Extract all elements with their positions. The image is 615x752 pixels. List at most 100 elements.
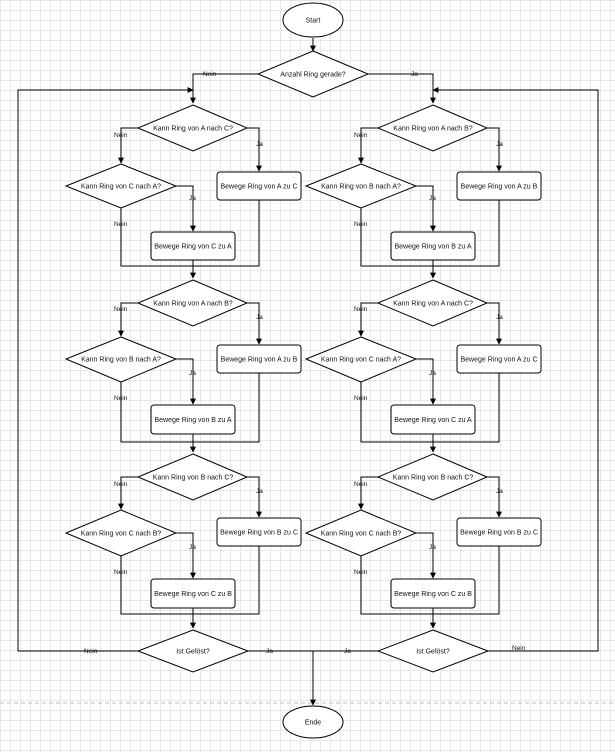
left-b3-decision-label: Kann Ring von B nach C? (153, 475, 234, 482)
label-r2-yes: Ja (496, 314, 503, 321)
edge-l1s-no (120, 208, 193, 267)
edge-r3s-no (360, 556, 433, 615)
edge-r1-no (358, 127, 378, 164)
edge-l3-act (193, 546, 260, 615)
right-b3-action-label: Bewege Ring von B zu C (460, 530, 538, 537)
edge-r1s-yes (416, 185, 436, 232)
right-b1-sub-action (390, 231, 476, 261)
end-node (282, 705, 344, 739)
edge-l1-yes (247, 127, 262, 172)
label-l1s-yes: Ja (189, 195, 196, 202)
label-l2-yes: Ja (256, 314, 263, 321)
label-l1-no: Nein (114, 132, 128, 139)
right-b3-sub-decision (304, 509, 418, 557)
decision-even (256, 50, 370, 98)
right-b3-decision-label: Kann Ring von B nach C? (393, 475, 474, 482)
edge-r2s-yes (416, 358, 436, 405)
label-r1s-no: Nein (354, 221, 368, 228)
edges (17, 38, 599, 706)
right-b3-action (456, 517, 542, 547)
right-b2-decision (376, 279, 489, 327)
left-b2-decision (136, 279, 249, 327)
edge-l1s-yes (176, 185, 196, 232)
right-b3-sub-decision-label: Kann Ring von C nach B? (321, 531, 402, 538)
edge-l2-no (118, 302, 138, 337)
left-b2-sub-decision (64, 336, 178, 383)
label-r3s-yes: Ja (429, 544, 436, 551)
edge-l1-no (118, 127, 138, 164)
left-b1-sub-decision (64, 163, 178, 209)
right-b3-sub-action-label: Bewege Ring von C zu B (394, 591, 472, 598)
right-b2-action (456, 344, 542, 374)
right-b1-action-label: Bewege Ring von A zu B (461, 184, 538, 191)
edge-r1s-no (360, 208, 433, 267)
edge-r1-act (433, 200, 500, 267)
left-b1-sub-decision-label: Kann Ring von C nach A? (81, 184, 161, 191)
label-r2s-no: Nein (354, 395, 368, 402)
left-b2-decision-label: Kann Ring von A nach B? (153, 301, 232, 308)
edge-l3-yes (247, 476, 262, 518)
right-b3-sub-action (390, 578, 476, 609)
edge-even-no (190, 73, 258, 104)
right-b2-sub-decision-label: Kann Ring von C nach A? (321, 357, 401, 364)
label-even-no: Nein (203, 71, 217, 78)
label-r-solved-no: Nein (512, 645, 526, 652)
left-b3-sub-decision (64, 509, 178, 557)
right-b1-decision (376, 104, 489, 152)
edge-labels: Nein Ja Nein Ja Ja Nein Nein Ja Ja Nein … (84, 71, 526, 655)
left-b2-action (216, 344, 302, 374)
left-b1-decision-label: Kann Ring von A nach C? (153, 126, 233, 133)
start-node (282, 2, 344, 38)
left-b1-action-label: Bewege Ring von A zu C (220, 184, 297, 191)
decision-even-label: Anzahl Ring gerade? (280, 72, 345, 79)
edge-l2-act (193, 373, 260, 443)
left-b3-sub-action-label: Bewege Ring von C zu B (154, 591, 232, 598)
start-label: Start (306, 18, 321, 25)
right-b2-decision-label: Kann Ring von A nach C? (393, 301, 473, 308)
left-b2-sub-action-label: Bewege Ring von B zu A (154, 417, 231, 424)
label-l3s-yes: Ja (189, 544, 196, 551)
left-b2-sub-action (150, 404, 236, 435)
label-r3s-no: Nein (354, 569, 368, 576)
edge-l2s-no (120, 382, 193, 443)
label-l3s-no: Nein (114, 569, 128, 576)
edge-r3-act (433, 546, 500, 615)
left-b2-sub-decision-label: Kann Ring von B nach A? (81, 357, 161, 364)
edge-even-yes (368, 73, 436, 104)
edge-r2-yes (487, 302, 502, 345)
edge-r3-no (358, 476, 378, 510)
right-b2-sub-decision (304, 336, 418, 383)
label-l2s-yes: Ja (189, 370, 196, 377)
right-b1-sub-decision-label: Kann Ring von B nach A? (321, 184, 401, 191)
left-b1-action (216, 171, 302, 201)
label-r1s-yes: Ja (429, 195, 436, 202)
label-r3-no: Nein (354, 481, 368, 488)
left-b1-sub-action (150, 231, 236, 261)
left-b3-sub-action (150, 578, 236, 609)
edge-l-solved-no (17, 87, 194, 652)
left-solved-label: Ist Gelöst? (176, 649, 210, 656)
right-solved-label: Ist Gelöst? (416, 649, 450, 656)
edge-r2s-no (360, 382, 433, 443)
edge-r2-no (358, 302, 378, 337)
edge-r3-yes (487, 476, 502, 518)
edge-l2-yes (247, 302, 262, 345)
edge-r3s-yes (416, 532, 436, 579)
right-b3-decision (376, 453, 489, 501)
right-b2-action-label: Bewege Ring von A zu C (460, 357, 537, 364)
edge-r1-yes (487, 127, 502, 172)
end-label: Ende (305, 720, 321, 727)
label-r2-no: Nein (354, 306, 368, 313)
label-r2s-yes: Ja (429, 370, 436, 377)
label-r1-yes: Ja (496, 141, 503, 148)
right-solved-decision (376, 629, 490, 673)
left-b1-decision (136, 104, 249, 152)
label-l2s-no: Nein (114, 395, 128, 402)
label-l2-no: Nein (114, 306, 128, 313)
label-l-solved-yes: Ja (266, 648, 273, 655)
edge-r-solved-no (432, 87, 599, 652)
left-b3-sub-decision-label: Kann Ring von C nach B? (81, 531, 162, 538)
label-l-solved-no: Nein (84, 648, 98, 655)
